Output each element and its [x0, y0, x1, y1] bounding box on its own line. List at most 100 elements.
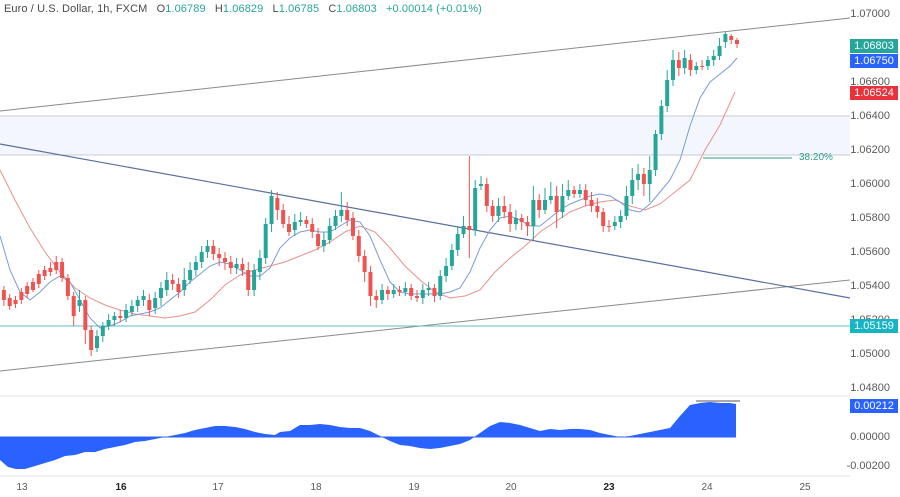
bearish-candle	[432, 288, 437, 296]
price-tick: 1.06400	[850, 110, 890, 122]
bullish-candle	[444, 266, 449, 276]
close-value: 1.06803	[336, 3, 377, 15]
bullish-candle	[577, 190, 582, 194]
time-tick: 13	[16, 482, 28, 493]
bearish-candle	[304, 220, 309, 224]
bearish-candle	[83, 300, 88, 330]
bearish-candle	[467, 226, 472, 230]
bearish-candle	[589, 200, 594, 206]
price-tick: 1.06000	[850, 178, 890, 190]
symbol-legend: Euro / U.S. Dollar, 1h, FXCM O1.06789 H1…	[4, 3, 482, 15]
bullish-candle	[659, 106, 664, 134]
bullish-candle	[403, 288, 408, 292]
bullish-candle	[257, 258, 262, 272]
bearish-candle	[414, 296, 419, 298]
bullish-candle	[112, 316, 117, 320]
price-tick: 1.05000	[850, 348, 890, 360]
bullish-candle	[717, 46, 722, 56]
bearish-candle	[484, 184, 489, 206]
oscillator-tick: 0.00000	[850, 431, 890, 443]
fast-ma-line	[0, 57, 738, 329]
fib-label: 38.20%	[799, 152, 833, 163]
bearish-candle	[729, 36, 734, 40]
bullish-candle	[298, 220, 303, 222]
bullish-candle	[263, 224, 268, 258]
bullish-candle	[94, 336, 99, 348]
bullish-candle	[77, 300, 82, 306]
bearish-candle	[240, 264, 245, 270]
bearish-candle	[25, 286, 30, 294]
bearish-candle	[42, 270, 47, 276]
bearish-candle	[368, 272, 373, 296]
bearish-candle	[89, 330, 94, 350]
bearish-candle	[7, 298, 12, 306]
bullish-candle	[164, 280, 169, 290]
bearish-candle	[519, 218, 524, 222]
bearish-candle	[490, 206, 495, 216]
price-tick: 1.06200	[850, 144, 890, 156]
bullish-candle	[333, 216, 338, 226]
price-tick: 1.05600	[850, 246, 890, 258]
bearish-candle	[217, 254, 222, 258]
bearish-candle	[537, 200, 542, 210]
bearish-candle	[508, 212, 513, 224]
bullish-candle	[182, 280, 187, 290]
symbol-title: Euro / U.S. Dollar, 1h, FXCM	[4, 3, 148, 15]
bullish-candle	[647, 170, 652, 184]
bearish-candle	[525, 222, 530, 226]
bearish-candle	[735, 40, 739, 44]
bullish-candle	[252, 270, 257, 290]
oscillator-badge: 0.00212	[850, 399, 898, 413]
bearish-candle	[286, 224, 291, 232]
oscillator-area	[0, 402, 736, 469]
time-tick: 24	[701, 482, 713, 493]
bullish-candle	[624, 196, 629, 216]
bearish-candle	[147, 300, 152, 310]
bearish-candle	[65, 278, 70, 296]
bullish-candle	[321, 240, 326, 246]
bearish-candle	[275, 198, 280, 210]
bearish-candle	[19, 292, 24, 300]
bullish-candle	[694, 66, 699, 70]
bearish-candle	[246, 270, 251, 290]
bullish-candle	[478, 184, 483, 186]
last-price-badge: 1.06803	[850, 39, 898, 53]
bullish-candle	[199, 252, 204, 262]
bearish-candle	[397, 290, 402, 292]
bullish-candle	[705, 60, 710, 66]
bearish-candle	[362, 256, 367, 272]
bullish-candle	[100, 326, 105, 336]
bullish-candle	[682, 58, 687, 68]
bearish-candle	[310, 224, 315, 232]
bullish-candle	[391, 290, 396, 294]
bullish-candle	[129, 306, 134, 312]
bullish-candle	[566, 190, 571, 196]
bullish-candle	[135, 300, 140, 306]
high-label: H	[214, 3, 223, 15]
price-tick: 1.04800	[850, 382, 890, 394]
bearish-candle	[60, 262, 65, 278]
bullish-candle	[141, 296, 146, 300]
bearish-candle	[385, 290, 390, 294]
bullish-candle	[106, 320, 111, 326]
bullish-candle	[188, 270, 193, 280]
bearish-candle	[554, 196, 559, 212]
bearish-candle	[30, 282, 35, 290]
bullish-candle	[560, 196, 565, 212]
bearish-candle	[281, 210, 286, 224]
bullish-candle	[205, 246, 210, 252]
bullish-candle	[380, 290, 385, 300]
time-tick: 19	[408, 482, 420, 493]
bullish-candle	[193, 262, 198, 270]
low-value: 1.06785	[278, 3, 320, 15]
price-tick: 1.05800	[850, 212, 890, 224]
bearish-candle	[71, 296, 76, 316]
bearish-candle	[688, 60, 693, 70]
slow-ma-line	[0, 91, 736, 319]
bearish-candle	[350, 218, 355, 236]
price-tick: 1.07000	[850, 8, 890, 20]
bullish-candle	[670, 60, 675, 80]
price-tick: 1.05400	[850, 280, 890, 292]
support-badge: 1.05159	[850, 319, 898, 333]
